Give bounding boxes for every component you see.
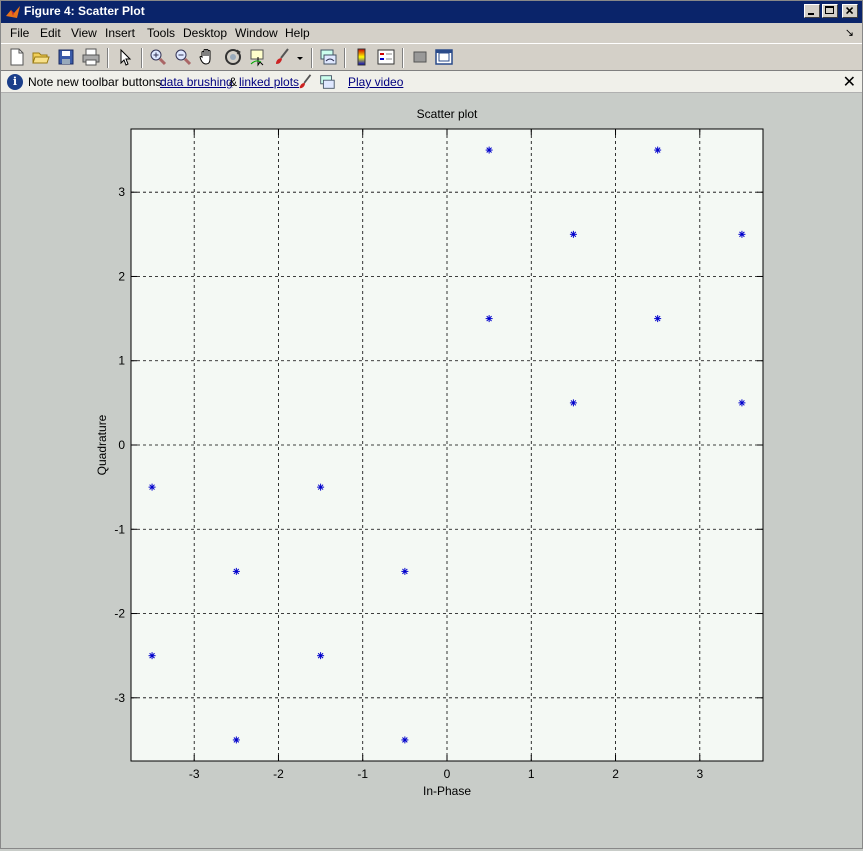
data-point [569, 399, 577, 407]
menu-edit[interactable]: Edit [40, 26, 61, 40]
legend-icon[interactable] [376, 47, 396, 67]
data-point [738, 399, 746, 407]
data-point [738, 230, 746, 238]
scatter-plot[interactable]: -3 -2 -1 0 1 2 3 -3 -2 -1 0 1 2 3 Scatter plot In-Pha… [1, 93, 862, 848]
close-button[interactable] [842, 4, 858, 18]
y-tick-label: 1 [118, 354, 125, 368]
x-tick-label: 3 [696, 767, 703, 781]
hide-plot-tools-icon[interactable] [410, 47, 430, 67]
data-point [232, 736, 240, 744]
x-tick-label: 1 [528, 767, 535, 781]
y-tick-label: 3 [118, 185, 125, 199]
figure-toolbar [1, 43, 862, 71]
y-tick-label: -3 [114, 691, 125, 705]
close-infobar-icon[interactable]: ✕ [842, 74, 856, 91]
maximize-button[interactable] [822, 4, 838, 18]
brush-icon [299, 74, 312, 89]
print-icon[interactable] [81, 47, 101, 67]
plot-area[interactable] [130, 128, 764, 762]
data-point [401, 567, 409, 575]
data-point [485, 315, 493, 323]
dock-arrow-icon[interactable]: ↘ [844, 26, 854, 39]
zoom-in-icon[interactable] [148, 47, 168, 67]
y-tick-label: -2 [114, 607, 125, 621]
matlab-icon [6, 6, 20, 18]
toolbar-separator [402, 48, 404, 68]
data-point [148, 652, 156, 660]
data-cursor-icon[interactable] [248, 47, 268, 67]
title-bar[interactable]: Figure 4: Scatter Plot [1, 1, 862, 23]
data-point [148, 483, 156, 491]
save-icon[interactable] [56, 47, 76, 67]
menu-window[interactable]: Window [235, 26, 278, 40]
data-point [401, 736, 409, 744]
menu-desktop[interactable]: Desktop [183, 26, 228, 40]
edit-plot-icon[interactable] [115, 47, 135, 67]
x-axis-label: In-Phase [423, 784, 471, 798]
colorbar-icon[interactable] [352, 47, 372, 67]
menu-view[interactable]: View [71, 26, 97, 40]
y-tick-label: -1 [114, 522, 125, 536]
y-axis-label: Quadrature [95, 414, 109, 475]
data-brushing-link[interactable]: data brushing [160, 75, 233, 89]
brush-dropdown-icon[interactable] [294, 47, 306, 67]
data-point [317, 483, 325, 491]
data-point [232, 567, 240, 575]
toolbar-separator [311, 48, 313, 68]
data-points [148, 146, 746, 744]
data-point [654, 146, 662, 154]
data-point [317, 652, 325, 660]
zoom-out-icon[interactable] [173, 47, 193, 67]
menu-bar: File Edit View Insert Tools Desktop Wind… [1, 23, 862, 43]
link-plot-icon[interactable] [318, 47, 338, 67]
data-point [654, 315, 662, 323]
toolbar-separator [344, 48, 346, 68]
link-plot-icon [320, 75, 335, 89]
linked-plots-link[interactable]: linked plots [239, 75, 300, 89]
chart-title: Scatter plot [417, 107, 478, 121]
new-figure-icon[interactable] [7, 47, 27, 67]
figure-canvas: -3 -2 -1 0 1 2 3 -3 -2 -1 0 1 2 3 Scatter plot In-Pha… [1, 93, 862, 848]
menu-tools[interactable]: Tools [147, 26, 176, 40]
x-tick-label: 0 [444, 767, 451, 781]
brush-icon[interactable] [273, 47, 293, 67]
x-tick-label: -1 [357, 767, 368, 781]
info-icon: i [7, 74, 23, 90]
toolbar-separator [141, 48, 143, 68]
show-plot-tools-icon[interactable] [434, 47, 454, 67]
info-bar: i Note new toolbar buttons: data brushin… [1, 71, 862, 93]
pan-icon[interactable] [197, 47, 217, 67]
play-video-link[interactable]: Play video [348, 75, 404, 89]
menu-insert[interactable]: Insert [105, 26, 136, 40]
toolbar-separator [107, 48, 109, 68]
rotate-3d-icon[interactable] [223, 47, 243, 67]
x-tick-label: 2 [612, 767, 619, 781]
open-file-icon[interactable] [31, 47, 51, 67]
menu-help[interactable]: Help [285, 26, 310, 40]
data-point [569, 230, 577, 238]
window-title: Figure 4: Scatter Plot [24, 4, 145, 18]
minimize-button[interactable] [804, 4, 820, 18]
info-message: Note new toolbar buttons: [28, 75, 165, 89]
y-tick-label: 0 [118, 438, 125, 452]
axis-ticks: -3 -2 -1 0 1 2 3 -3 -2 -1 0 1 2 3 [114, 129, 763, 781]
info-ampersand: & [229, 75, 238, 89]
data-point [485, 146, 493, 154]
x-tick-label: -3 [189, 767, 200, 781]
menu-file[interactable]: File [10, 26, 30, 40]
x-tick-label: -2 [273, 767, 284, 781]
y-tick-label: 2 [118, 269, 125, 283]
